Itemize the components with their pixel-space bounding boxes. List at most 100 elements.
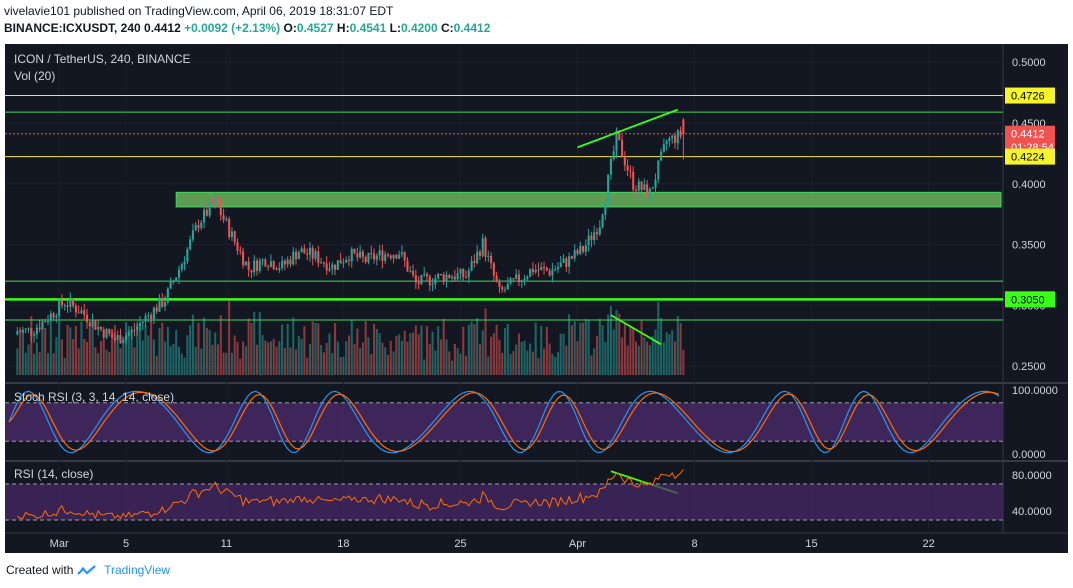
- volume-bar: [216, 344, 220, 375]
- candle-body: [311, 247, 314, 259]
- volume-bar: [30, 316, 33, 375]
- volume-bar: [609, 306, 612, 375]
- candle-body: [537, 269, 540, 271]
- volume-bar: [478, 344, 481, 375]
- volume-bar: [102, 339, 105, 375]
- rsi-band: [5, 484, 1003, 520]
- volume-bar: [367, 337, 370, 375]
- volume-bar: [203, 317, 206, 375]
- candle-body: [590, 235, 593, 241]
- volume-bar: [526, 350, 529, 375]
- candle-body: [473, 260, 476, 264]
- volume-bar: [242, 341, 245, 375]
- candle-body: [58, 300, 61, 317]
- close-value: 0.4412: [453, 21, 491, 35]
- volume-bar: [166, 326, 169, 375]
- volume-bar: [361, 342, 364, 375]
- candle-body: [269, 261, 272, 267]
- candle-body: [169, 281, 172, 289]
- candle-body: [370, 252, 373, 254]
- tradingview-brand[interactable]: TradingView: [104, 563, 171, 577]
- volume-bar: [648, 345, 651, 375]
- volume-bar: [671, 330, 674, 375]
- volume-bar: [375, 329, 378, 375]
- volume-bar: [111, 328, 114, 375]
- volume-bar: [328, 333, 331, 375]
- candle-body: [646, 184, 649, 197]
- volume-bar: [85, 341, 89, 375]
- candle-body: [336, 260, 339, 270]
- close-label: C:: [441, 21, 454, 35]
- volume-bar: [138, 327, 142, 375]
- volume-bar: [228, 300, 231, 375]
- volume-bar: [618, 313, 621, 375]
- volume-bar: [230, 352, 233, 375]
- volume-bar: [278, 341, 281, 375]
- volume-bar: [164, 341, 167, 375]
- volume-bar: [350, 319, 353, 375]
- volume-bar: [94, 347, 97, 375]
- candle-body: [197, 224, 200, 229]
- candle-body: [350, 248, 353, 262]
- candle-body: [517, 274, 521, 283]
- candle-body: [113, 337, 116, 341]
- candle-body: [406, 260, 409, 272]
- volume-bar: [506, 323, 509, 375]
- volume-bar: [46, 353, 50, 375]
- candle-body: [205, 209, 208, 216]
- candle-body: [632, 171, 635, 190]
- volume-bar: [325, 342, 328, 375]
- candle-body: [147, 315, 150, 317]
- candle-body: [542, 267, 546, 269]
- candle-body: [593, 232, 596, 241]
- candle-body: [389, 255, 392, 259]
- candle-body: [239, 250, 242, 252]
- volume-bar: [322, 352, 325, 375]
- candle-body: [233, 231, 236, 243]
- candle-body: [141, 321, 144, 323]
- volume-bar: [147, 335, 150, 375]
- candle-body: [409, 270, 412, 272]
- candle-body: [640, 181, 643, 190]
- volume-bar: [38, 352, 41, 375]
- volume-bar: [272, 339, 275, 375]
- volume-bar: [515, 344, 518, 375]
- candle-body: [420, 274, 423, 285]
- candle-body: [423, 274, 426, 276]
- candle-body: [565, 258, 568, 267]
- volume-bar: [498, 339, 501, 375]
- volume-bar: [183, 357, 186, 375]
- volume-bar: [470, 321, 473, 375]
- volume-bar: [286, 323, 289, 375]
- candle-body: [200, 222, 203, 229]
- volume-bar: [679, 323, 682, 375]
- low-label: L:: [389, 21, 401, 35]
- volume-bar: [186, 335, 189, 375]
- volume-bar: [654, 329, 657, 375]
- candle-body: [275, 268, 278, 270]
- volume-bar: [417, 334, 420, 375]
- candle-body: [255, 260, 259, 272]
- rsi-tick-label: 80.0000: [1012, 470, 1052, 482]
- candle-body: [676, 130, 679, 143]
- candle-body: [503, 289, 507, 291]
- volume-bar: [456, 348, 459, 375]
- candle-body: [236, 242, 239, 251]
- volume-bar: [428, 343, 431, 375]
- candle-body: [214, 197, 217, 205]
- candle-body: [289, 259, 292, 265]
- time-tick-label: 25: [454, 538, 466, 550]
- candle-body: [568, 256, 571, 267]
- candle-body: [501, 287, 504, 290]
- candle-body: [347, 259, 351, 262]
- volume-bar: [651, 336, 654, 375]
- volume-bar: [646, 341, 649, 375]
- volume-bar: [353, 343, 356, 375]
- volume-bar: [124, 322, 128, 375]
- candle-body: [242, 251, 245, 266]
- candle-body: [267, 266, 270, 268]
- volume-bar: [531, 351, 534, 375]
- chart-canvas[interactable]: 0.50000.45000.40000.35000.30000.2500Mar5…: [0, 40, 1073, 553]
- volume-bar: [225, 352, 228, 375]
- volume-bar: [389, 340, 392, 375]
